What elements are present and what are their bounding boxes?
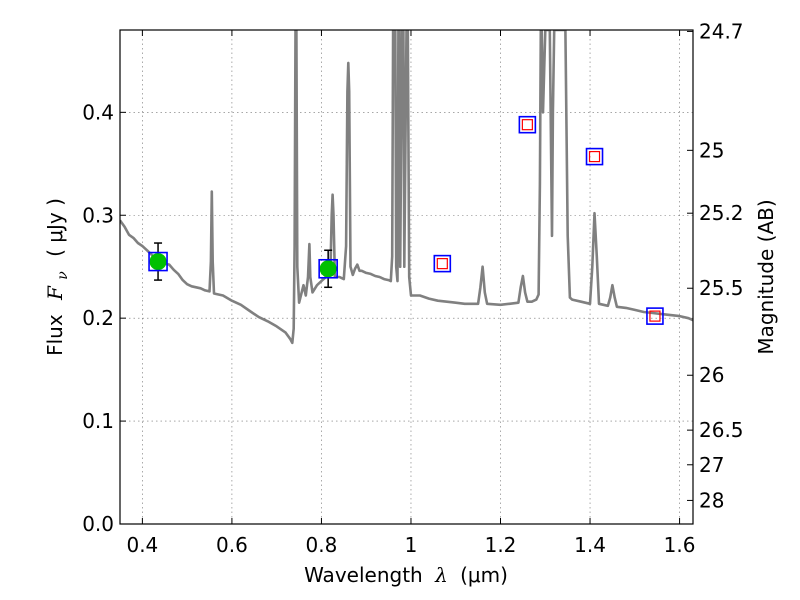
- model-box-inner: [521, 119, 533, 131]
- x-tick-label: 0.6: [216, 533, 248, 557]
- y-tick-label: 0.2: [82, 306, 114, 330]
- y-tick-label: 0.3: [82, 203, 114, 227]
- x-tick-label: 1.2: [485, 533, 517, 557]
- model-box-outer: [585, 147, 604, 166]
- x-tick-label: 1: [405, 533, 418, 557]
- y-tick-label: 0.1: [82, 409, 114, 433]
- model-box-inner: [649, 310, 661, 322]
- observed-point: [319, 260, 337, 278]
- y-tick-label: 0.4: [82, 100, 114, 124]
- model-box-inner: [588, 150, 601, 163]
- plot-frame: [119, 29, 694, 525]
- markers-layer: [148, 115, 664, 325]
- observed-box: [318, 258, 338, 279]
- series-layer: [120, 30, 693, 345]
- x-tick-label: 1.6: [664, 533, 696, 557]
- model-box-outer: [518, 115, 537, 134]
- right-tick-label: 24.7: [699, 19, 744, 43]
- model-box-inner: [436, 258, 448, 270]
- observed-point: [149, 253, 167, 271]
- y-axis-label: Flux F ν ( μJy ): [43, 198, 72, 356]
- x-tick-label: 0.4: [126, 533, 158, 557]
- x-axis-label: Wavelength λ (μm): [304, 563, 508, 587]
- right-tick-label: 26: [699, 363, 724, 387]
- ticks-layer: 0.4 0.6 0.8 1 1.2 1.4 1.6 0.0 0.1 0.2 0.3 0.4 24.7 25…: [82, 19, 743, 557]
- spectrum-line: [120, 30, 693, 345]
- y-tick-label: 0.0: [82, 512, 114, 536]
- right-tick-label: 28: [699, 488, 724, 512]
- right-tick-label: 26.5: [699, 418, 744, 442]
- x-tick-label: 1.4: [574, 533, 606, 557]
- right-tick-label: 25.5: [699, 276, 744, 300]
- model-box-outer: [646, 307, 664, 325]
- model-box-outer: [433, 254, 452, 273]
- right-tick-label: 27: [699, 453, 724, 477]
- right-tick-label: 25: [699, 138, 724, 162]
- grid-lines: [120, 30, 693, 525]
- y-axis-label-right: Magnitude (AB): [754, 199, 778, 354]
- observed-box: [148, 251, 168, 272]
- right-tick-label: 25.2: [699, 201, 744, 225]
- x-tick-label: 0.8: [306, 533, 338, 557]
